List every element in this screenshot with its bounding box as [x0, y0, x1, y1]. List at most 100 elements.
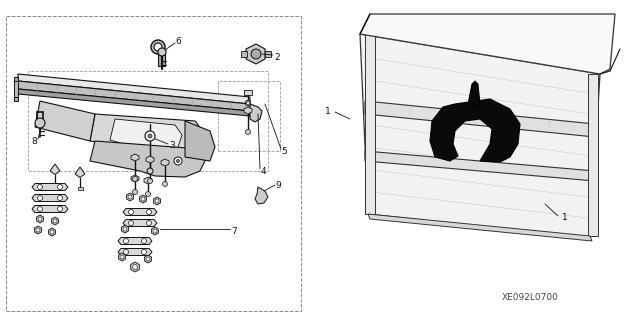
Circle shape: [58, 184, 63, 189]
Circle shape: [145, 191, 150, 197]
Circle shape: [38, 196, 42, 201]
Circle shape: [251, 49, 261, 59]
Polygon shape: [50, 164, 60, 174]
Polygon shape: [158, 54, 165, 66]
Circle shape: [132, 189, 138, 195]
Ellipse shape: [577, 173, 593, 181]
Circle shape: [141, 249, 147, 255]
Circle shape: [154, 43, 162, 51]
Polygon shape: [131, 154, 139, 161]
Polygon shape: [118, 249, 152, 256]
Ellipse shape: [368, 105, 384, 113]
Polygon shape: [145, 255, 152, 263]
Polygon shape: [468, 81, 480, 107]
Circle shape: [50, 230, 54, 234]
Polygon shape: [14, 77, 18, 81]
Ellipse shape: [368, 153, 384, 161]
Circle shape: [120, 255, 124, 259]
Polygon shape: [255, 187, 268, 204]
Circle shape: [151, 40, 165, 54]
Circle shape: [153, 229, 157, 233]
Circle shape: [36, 228, 40, 232]
Polygon shape: [246, 44, 265, 64]
Text: 4: 4: [260, 167, 266, 175]
Polygon shape: [245, 100, 251, 106]
Circle shape: [124, 239, 129, 243]
Polygon shape: [127, 193, 134, 201]
Ellipse shape: [108, 145, 122, 152]
Ellipse shape: [118, 122, 132, 130]
Circle shape: [177, 160, 179, 162]
Polygon shape: [241, 51, 247, 57]
Polygon shape: [49, 228, 56, 236]
Polygon shape: [244, 107, 252, 114]
Ellipse shape: [128, 150, 142, 157]
Circle shape: [58, 196, 63, 201]
Polygon shape: [152, 227, 159, 235]
Polygon shape: [146, 156, 154, 163]
Circle shape: [132, 176, 138, 182]
Circle shape: [145, 131, 155, 141]
Circle shape: [246, 101, 250, 105]
Polygon shape: [250, 104, 262, 122]
Bar: [28, 71, 268, 171]
Circle shape: [147, 210, 152, 214]
Circle shape: [141, 197, 145, 201]
Text: 8: 8: [31, 137, 37, 145]
Circle shape: [35, 118, 45, 128]
Circle shape: [129, 210, 134, 214]
Polygon shape: [144, 177, 152, 184]
Polygon shape: [430, 99, 520, 162]
Polygon shape: [140, 195, 147, 203]
Polygon shape: [161, 159, 169, 166]
Text: 5: 5: [281, 146, 287, 155]
Polygon shape: [18, 81, 250, 111]
Ellipse shape: [532, 170, 548, 178]
Ellipse shape: [412, 108, 428, 116]
Polygon shape: [14, 97, 18, 101]
Polygon shape: [36, 215, 44, 223]
Text: XE092L0700: XE092L0700: [502, 293, 559, 301]
Polygon shape: [90, 114, 205, 157]
Circle shape: [147, 220, 152, 226]
Ellipse shape: [412, 155, 428, 163]
Circle shape: [246, 130, 250, 135]
Polygon shape: [122, 225, 129, 233]
Polygon shape: [35, 101, 95, 141]
Text: 2: 2: [274, 53, 280, 62]
Polygon shape: [365, 151, 595, 181]
Polygon shape: [32, 183, 68, 190]
Bar: [52, 184, 58, 187]
Polygon shape: [365, 101, 595, 137]
Bar: [77, 187, 83, 189]
Text: 3: 3: [169, 142, 175, 151]
Polygon shape: [18, 74, 250, 104]
Polygon shape: [588, 74, 598, 236]
Ellipse shape: [532, 125, 548, 133]
Ellipse shape: [118, 147, 132, 154]
Polygon shape: [123, 219, 157, 226]
Polygon shape: [18, 89, 250, 116]
Polygon shape: [131, 175, 139, 182]
Circle shape: [38, 206, 42, 211]
Polygon shape: [185, 121, 215, 161]
Circle shape: [124, 249, 129, 255]
Polygon shape: [360, 34, 600, 239]
Polygon shape: [123, 209, 157, 216]
Ellipse shape: [128, 124, 142, 132]
Polygon shape: [32, 195, 68, 202]
Bar: [6, 16, 301, 311]
Polygon shape: [75, 167, 85, 177]
Circle shape: [174, 157, 182, 165]
Circle shape: [148, 134, 152, 138]
Bar: [218, 81, 280, 151]
Polygon shape: [244, 90, 252, 95]
Polygon shape: [110, 119, 182, 153]
Polygon shape: [131, 262, 140, 272]
Polygon shape: [32, 205, 68, 212]
Circle shape: [132, 264, 138, 270]
Circle shape: [58, 206, 63, 211]
Text: 7: 7: [231, 226, 237, 235]
Polygon shape: [52, 217, 58, 225]
Circle shape: [123, 227, 127, 231]
